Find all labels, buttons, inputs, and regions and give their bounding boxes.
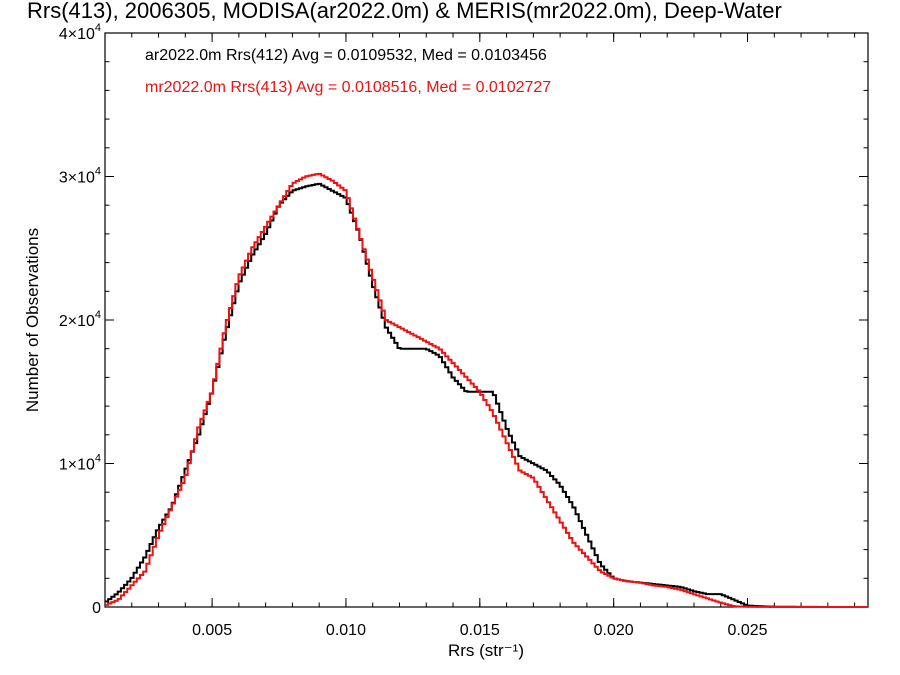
plot-frame xyxy=(104,32,869,608)
legend-entry-black: ar2022.0m Rrs(412) Avg = 0.0109532, Med … xyxy=(145,47,547,64)
x-tick-label-2: 0.015 xyxy=(460,622,500,639)
series-layer xyxy=(105,172,868,608)
series-1-line xyxy=(105,172,868,608)
x-axis-label: Rrs (str⁻¹) xyxy=(448,641,524,660)
x-tick-label-1: 0.010 xyxy=(326,622,366,639)
axis-ticks: 0.005 0.010 0.015 0.020 0.025 0 1×104 2×104 3×10… xyxy=(59,22,868,639)
y-tick-label-1: 1×104 xyxy=(59,453,101,474)
y-tick-label-3: 3×104 xyxy=(59,166,101,187)
y-tick-label-0: 0 xyxy=(92,600,101,617)
legend-entry-red: mr2022.0m Rrs(413) Avg = 0.0108516, Med … xyxy=(145,79,551,96)
y-tick-label-2: 2×104 xyxy=(59,309,101,330)
chart-title: Rrs(413), 2006305, MODISA(ar2022.0m) & M… xyxy=(27,0,782,23)
x-tick-label-0: 0.005 xyxy=(192,622,232,639)
y-axis-label: Number of Observations xyxy=(23,228,42,412)
x-tick-label-4: 0.025 xyxy=(728,622,768,639)
y-tick-label-4: 4×104 xyxy=(59,22,101,43)
x-tick-label-3: 0.020 xyxy=(594,622,634,639)
series-0-line xyxy=(105,182,868,608)
